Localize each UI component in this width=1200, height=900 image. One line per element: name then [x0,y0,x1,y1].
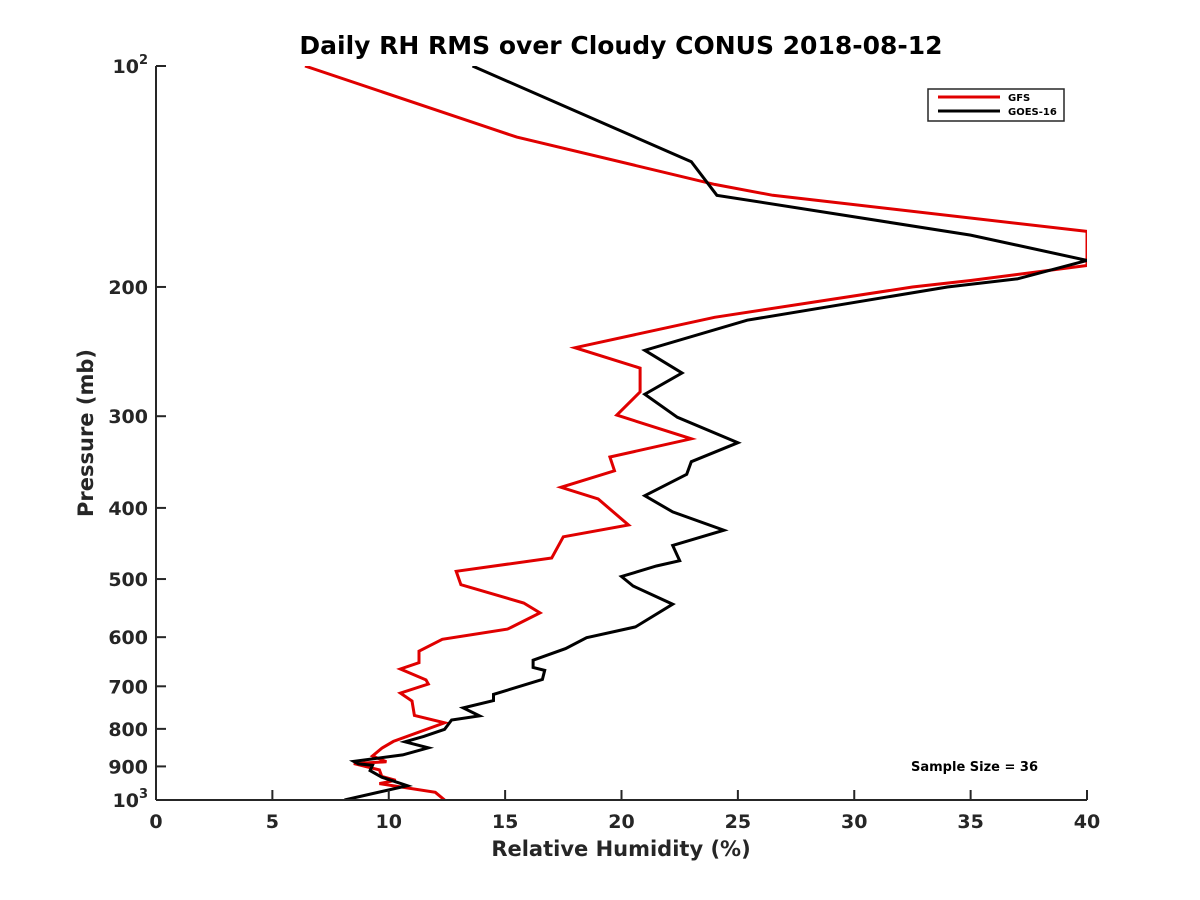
sample-size-annotation: Sample Size = 36 [911,760,1038,775]
x-axis: 0 5 10 15 20 25 30 35 40 [149,790,1100,833]
legend: GFS GOES-16 [927,88,1065,122]
y-axis: 102 200 300 400 500 600 700 800 900 103 [108,53,166,812]
y-axis-label: Pressure (mb) [74,349,98,517]
x-axis-label: Relative Humidity (%) [491,837,750,861]
series-line-gfs [304,66,1087,800]
y-tick-label: 500 [108,569,148,591]
x-tick-label: 25 [725,811,751,833]
legend-box [927,88,1065,122]
series-line-goes-16 [344,66,1087,800]
x-tick-label: 40 [1074,811,1100,833]
x-tick-label: 0 [149,811,162,833]
legend-label: GOES-16 [1008,107,1057,118]
y-tick-label: 700 [108,676,148,698]
plot-area [304,66,1087,800]
x-tick-label: 15 [492,811,518,833]
y-tick-label: 900 [108,756,148,778]
x-tick-label: 35 [957,811,983,833]
x-tick-label: 30 [841,811,867,833]
y-tick-label: 103 [113,787,149,812]
y-tick-label: 800 [108,719,148,741]
chart-title: Daily RH RMS over Cloudy CONUS 2018-08-1… [299,31,942,60]
series-group [304,66,1087,800]
legend-label: GFS [1008,93,1030,104]
y-tick-label: 200 [108,277,148,299]
y-tick-label: 600 [108,627,148,649]
x-tick-label: 5 [266,811,279,833]
x-tick-label: 20 [608,811,634,833]
y-tick-label: 300 [108,406,148,428]
y-tick-label: 102 [113,53,149,78]
y-tick-label: 400 [108,498,148,520]
x-tick-label: 10 [376,811,402,833]
